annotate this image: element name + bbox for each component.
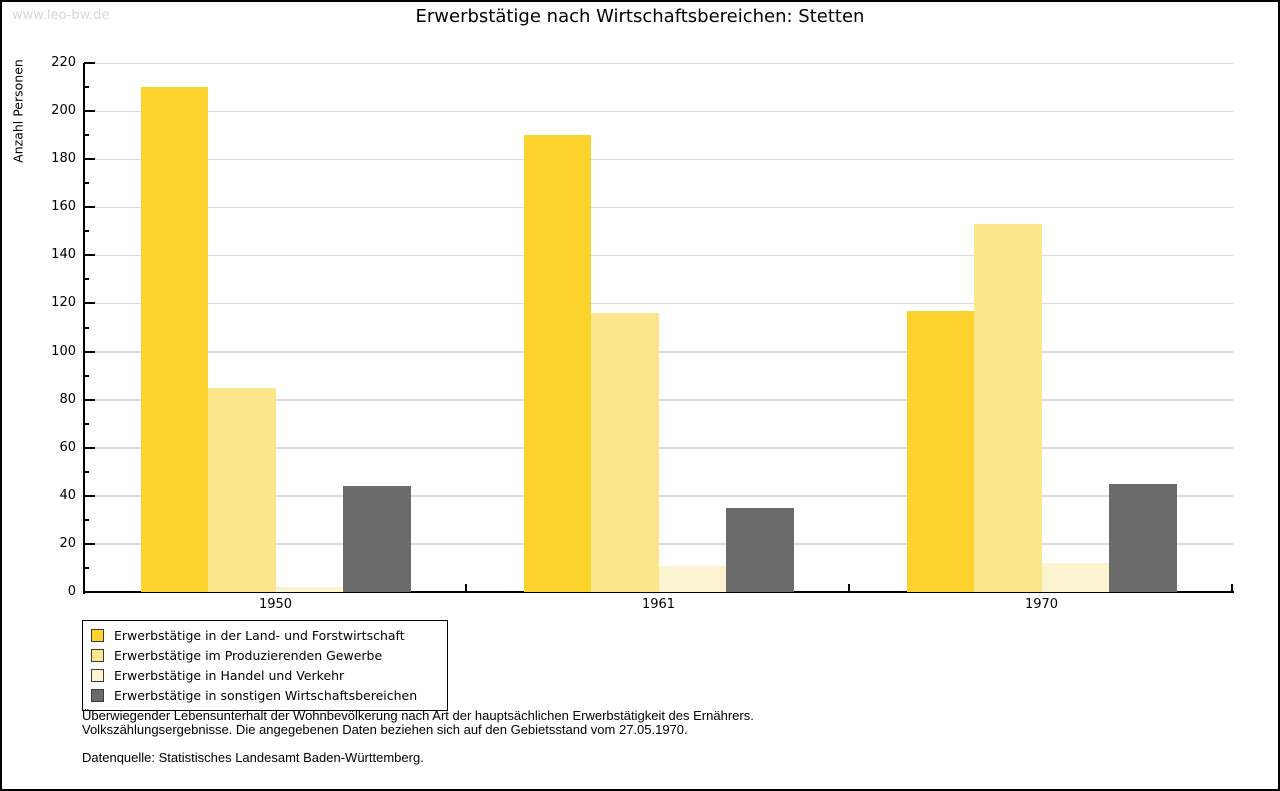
y-major-tick <box>84 254 95 257</box>
y-major-tick <box>84 542 95 545</box>
gridline <box>86 302 1233 305</box>
y-major-tick <box>84 494 95 497</box>
y-tick-label: 160 <box>51 199 76 215</box>
footnote-line-1: Überwiegender Lebensunterhalt der Wohnbe… <box>82 708 754 723</box>
x-boundary-tick <box>465 584 467 592</box>
y-tick-label: 180 <box>51 151 76 167</box>
y-major-tick <box>84 446 95 449</box>
footnote-line-2: Volkszählungsergebnisse. Die angegebenen… <box>82 722 688 737</box>
legend-swatch <box>91 668 104 682</box>
y-minor-tick <box>84 278 89 281</box>
y-tick-label: 100 <box>51 343 76 359</box>
y-minor-tick <box>84 374 89 377</box>
bar <box>658 565 726 592</box>
bar <box>523 135 591 592</box>
y-tick-label: 200 <box>51 103 76 119</box>
y-minor-tick <box>84 182 89 185</box>
bar <box>343 486 411 592</box>
y-major-tick <box>84 350 95 353</box>
bar <box>1109 483 1177 592</box>
y-minor-tick <box>84 470 89 473</box>
x-tick-label: 1970 <box>1024 597 1059 612</box>
y-major-tick <box>84 62 95 64</box>
x-boundary-tick <box>1231 584 1233 592</box>
y-tick-label: 120 <box>51 295 76 311</box>
y-major-tick <box>84 398 95 401</box>
legend-label: Erwerbstätige in Handel und Verkehr <box>114 667 345 683</box>
bar <box>974 224 1042 592</box>
y-minor-tick <box>84 326 89 329</box>
gridline <box>86 158 1233 161</box>
y-tick-label: 60 <box>59 439 76 455</box>
y-axis-line <box>83 63 85 594</box>
legend-swatch <box>91 628 104 642</box>
y-major-tick <box>84 158 95 161</box>
legend-swatch <box>91 688 104 702</box>
legend-item: Erwerbstätige in der Land- und Forstwirt… <box>91 625 437 645</box>
y-tick-label: 20 <box>59 535 76 551</box>
legend: Erwerbstätige in der Land- und Forstwirt… <box>82 620 448 711</box>
y-minor-tick <box>84 86 89 89</box>
gridline <box>86 495 1233 497</box>
gridline <box>86 254 1233 257</box>
y-tick-label: 0 <box>67 584 76 599</box>
legend-label: Erwerbstätige in der Land- und Forstwirt… <box>114 627 405 643</box>
y-major-tick <box>84 110 95 113</box>
gridline <box>86 399 1233 401</box>
gridline <box>86 351 1233 353</box>
gridline <box>86 62 1233 64</box>
y-tick-label: 140 <box>51 247 76 263</box>
legend-item: Erwerbstätige in Handel und Verkehr <box>91 665 437 685</box>
x-tick-label: 1961 <box>641 597 676 612</box>
y-minor-tick <box>84 422 89 425</box>
bar <box>906 310 974 592</box>
gridline <box>86 447 1233 449</box>
y-major-tick <box>84 302 95 305</box>
y-minor-tick <box>84 518 89 521</box>
x-boundary-tick <box>848 584 850 592</box>
watermark: www.leo-bw.de <box>12 8 110 23</box>
bar <box>1041 563 1109 592</box>
plot-area <box>84 62 1233 593</box>
bar <box>275 587 343 592</box>
x-tick-label: 1950 <box>258 597 293 612</box>
legend-item: Erwerbstätige in sonstigen Wirtschaftsbe… <box>91 685 437 705</box>
y-major-tick <box>84 206 95 209</box>
legend-swatch <box>91 648 104 662</box>
chart-title: Erwerbstätige nach Wirtschaftsbereichen:… <box>415 6 865 27</box>
gridline <box>86 206 1233 209</box>
y-tick-label: 80 <box>59 391 76 407</box>
y-tick-label: 40 <box>59 487 76 503</box>
gridline <box>86 110 1233 113</box>
gridline <box>86 543 1233 545</box>
x-axis-line <box>83 591 1234 593</box>
legend-item: Erwerbstätige im Produzierenden Gewerbe <box>91 645 437 665</box>
y-major-tick <box>84 591 95 593</box>
bar <box>208 387 276 592</box>
y-minor-tick <box>84 566 89 569</box>
bar <box>726 507 794 592</box>
bar <box>591 313 659 592</box>
y-minor-tick <box>84 230 89 233</box>
footnote: Überwiegender Lebensunterhalt der Wohnbe… <box>82 709 754 765</box>
y-minor-tick <box>84 134 89 137</box>
data-source: Datenquelle: Statistisches Landesamt Bad… <box>82 750 424 765</box>
bar <box>140 87 208 592</box>
legend-label: Erwerbstätige in sonstigen Wirtschaftsbe… <box>114 687 418 703</box>
y-axis-title: Anzahl Personen <box>10 59 26 163</box>
y-tick-label: 220 <box>51 55 76 70</box>
legend-label: Erwerbstätige im Produzierenden Gewerbe <box>114 647 383 663</box>
